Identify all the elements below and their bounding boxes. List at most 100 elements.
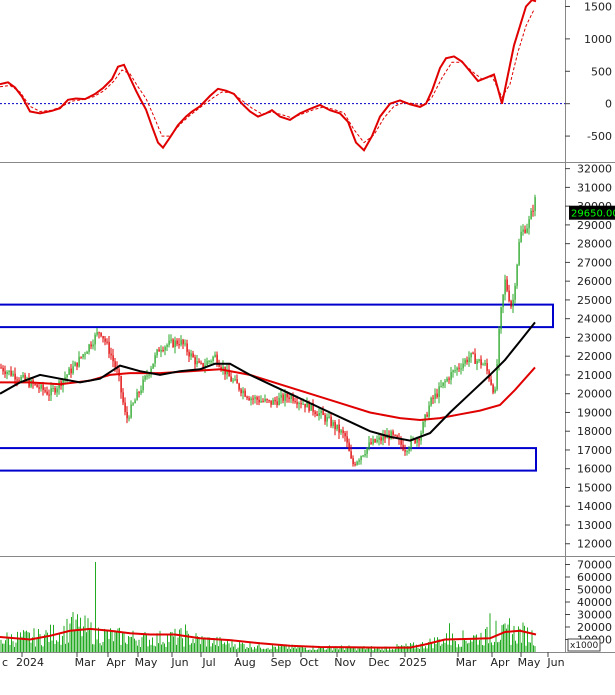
volume-bar (383, 650, 384, 652)
candle-body (298, 403, 300, 405)
volume-bar (248, 647, 249, 652)
candle-body (358, 460, 360, 462)
volume-bar (309, 649, 311, 652)
candle-body (178, 344, 180, 346)
candle-body (68, 368, 70, 375)
volume-bar (56, 640, 57, 652)
volume-bar (423, 648, 425, 652)
candle-body (200, 362, 202, 364)
volume-bar (174, 628, 176, 652)
volume-bar (347, 646, 348, 652)
candle-body (270, 400, 272, 405)
volume-bar (293, 647, 294, 652)
candle-body (476, 360, 478, 364)
volume-bar (290, 649, 291, 652)
price-tick-label: 26000 (577, 275, 612, 288)
volume-bar (47, 632, 48, 652)
volume-bar (287, 648, 288, 652)
candle-body (254, 397, 256, 399)
volume-tick-label: 50000 (577, 584, 612, 597)
volume-bar (206, 646, 207, 652)
candle-body (222, 366, 224, 370)
x-tick-label: 2024 (16, 656, 44, 669)
candle-body (98, 332, 100, 334)
volume-bar (465, 640, 467, 652)
candle-body (230, 376, 232, 382)
volume-bar (500, 639, 501, 652)
candle-body (218, 363, 220, 367)
candle-body (118, 369, 120, 376)
volume-bar (131, 636, 132, 652)
volume-bar (408, 645, 410, 652)
volume-bar (177, 637, 179, 652)
volume-bar (72, 612, 74, 652)
candle-body (478, 359, 480, 361)
volume-bar (480, 632, 482, 652)
volume-bar (416, 644, 417, 652)
volume-bar (329, 645, 330, 652)
volume-bar (81, 636, 83, 652)
volume-bar (402, 645, 404, 652)
candle-body (92, 344, 94, 347)
volume-bar (200, 644, 201, 652)
oscillator-tick-label: 500 (591, 65, 612, 78)
candle-body (102, 336, 104, 339)
candle-body (442, 382, 444, 386)
volume-bar (155, 646, 156, 652)
candle-body (146, 375, 148, 377)
volume-bar (473, 635, 474, 652)
candle-body (126, 411, 128, 419)
candle-body (400, 439, 402, 445)
volume-bar (338, 649, 339, 652)
x-tick-label: May (518, 656, 541, 669)
volume-bar (66, 618, 68, 652)
candle-body (162, 350, 164, 352)
candle-body (76, 362, 78, 367)
candle-body (72, 366, 74, 374)
volume-bar (26, 630, 27, 652)
volume-bar (14, 646, 15, 652)
candle-body (306, 401, 308, 408)
volume-bar (132, 630, 134, 652)
volume-bar (225, 644, 227, 652)
x-tick-label: Jul (201, 656, 215, 669)
volume-bar (507, 624, 509, 652)
candle-body (56, 388, 58, 393)
candle-body (108, 341, 110, 354)
candle-body (414, 438, 416, 443)
candle-body (304, 403, 306, 408)
candle-body (484, 363, 486, 365)
volume-bar (374, 646, 375, 652)
x-tick-label: Dec (368, 656, 389, 669)
volume-bar (510, 644, 512, 652)
volume-bar (446, 633, 447, 652)
candle-body (42, 384, 44, 391)
volume-bar (369, 646, 371, 652)
volume-bar (182, 638, 183, 652)
candle-body (510, 300, 512, 307)
volume-bar (518, 626, 519, 652)
volume-bar (342, 647, 344, 652)
volume-bar (485, 628, 486, 652)
volume-bar (141, 637, 143, 652)
candle-body (206, 361, 208, 366)
price-tick-label: 15000 (577, 481, 612, 494)
volume-bar (311, 650, 312, 652)
volume-tick-label: 40000 (577, 596, 612, 609)
volume-bar (143, 633, 144, 652)
volume-bar (533, 645, 534, 652)
x-tick-label: Oct (299, 656, 319, 669)
candle-body (266, 399, 268, 401)
candle-body (406, 451, 408, 453)
candle-body (302, 403, 304, 405)
volume-bar (164, 643, 165, 652)
candle-body (278, 397, 280, 405)
candle-body (330, 416, 332, 426)
volume-bar (144, 631, 146, 652)
volume-bar (152, 637, 153, 652)
volume-bar (78, 626, 80, 652)
volume-bar (24, 631, 26, 652)
volume-bar (429, 638, 431, 652)
candle-body (342, 430, 344, 433)
candle-body (168, 340, 170, 345)
